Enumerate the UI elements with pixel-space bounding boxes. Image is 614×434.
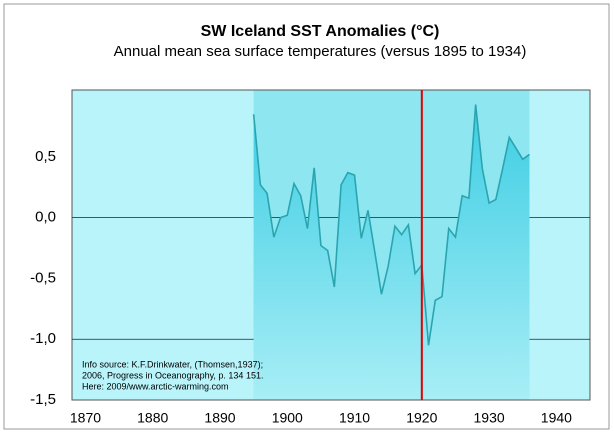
y-tick-label: -0,5: [30, 269, 56, 286]
annotation: Info source: K.F.Drinkwater, (Thomsen,19…: [82, 359, 263, 369]
y-tick-label: -1,0: [30, 330, 56, 347]
x-tick-label: 1910: [339, 410, 370, 426]
x-tick-label: 1940: [541, 410, 572, 426]
x-tick-label: 1920: [406, 410, 437, 426]
y-tick-label: 0,0: [35, 209, 56, 226]
chart-title: SW Iceland SST Anomalies (°C): [201, 23, 440, 40]
x-tick-label: 1900: [272, 410, 303, 426]
area: [253, 104, 530, 400]
annotation: 2006, Progress in Oceanography, p. 134 1…: [82, 370, 263, 380]
chart-subtitle: Annual mean sea surface temperatures (ve…: [114, 43, 527, 60]
x-tick-label: 1930: [474, 410, 505, 426]
x-tick-label: 1890: [204, 410, 235, 426]
line: [252, 104, 530, 346]
x-tick-label: 1870: [70, 410, 101, 426]
x-tick-label: 1880: [137, 410, 168, 426]
annotation: Here: 2009/www.arctic-warming.com: [82, 381, 229, 391]
y-tick-label: 0,5: [35, 148, 56, 165]
y-tick-label: -1,5: [30, 391, 56, 408]
